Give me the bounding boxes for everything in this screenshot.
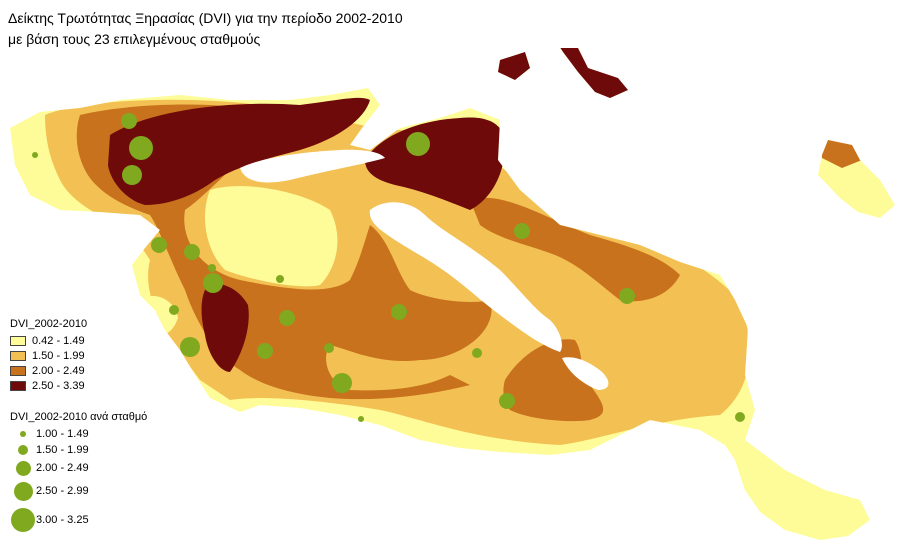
legend-swatch xyxy=(10,365,26,376)
legend-station-item: 2.50 - 2.99 xyxy=(10,478,147,504)
legend-swatch xyxy=(10,380,26,391)
legend-swatch xyxy=(10,335,26,346)
station-size-icon xyxy=(20,431,26,437)
station-size-icon xyxy=(13,481,33,501)
legend-zones-heading: DVI_2002-2010 xyxy=(10,318,88,330)
legend-station-item: 1.50 - 1.99 xyxy=(10,442,147,458)
legend-zone-item: 2.00 - 2.49 xyxy=(10,363,87,378)
legend-station-label: 3.00 - 3.25 xyxy=(36,514,89,526)
legend-zone-item: 2.50 - 3.39 xyxy=(10,378,87,393)
legend-swatch xyxy=(10,350,26,361)
legend-zone-label: 2.00 - 2.49 xyxy=(32,364,85,377)
legend-station-label: 2.00 - 2.49 xyxy=(36,462,89,474)
legend-station-label: 1.50 - 1.99 xyxy=(36,444,89,456)
legend-station-item: 2.00 - 2.49 xyxy=(10,458,147,478)
legend-zones: DVI_2002-2010 0.42 - 1.49 1.50 - 1.99 2.… xyxy=(10,318,87,393)
legend-zone-label: 1.50 - 1.99 xyxy=(32,349,85,362)
station-size-icon xyxy=(15,460,31,476)
legend-station-item: 3.00 - 3.25 xyxy=(10,504,147,536)
title-line-1: Δείκτης Τρωτότητας Ξηρασίας (DVI) για τη… xyxy=(8,10,403,26)
map-title: Δείκτης Τρωτότητας Ξηρασίας (DVI) για τη… xyxy=(8,8,403,50)
legend-zone-item: 1.50 - 1.99 xyxy=(10,348,87,363)
legend-zone-label: 2.50 - 3.39 xyxy=(32,379,85,392)
station-points xyxy=(32,113,745,422)
legend-stations-heading: DVI_2002-2010 ανά σταθμό xyxy=(10,411,148,423)
legend-station-label: 2.50 - 2.99 xyxy=(36,485,89,497)
legend-station-label: 1.00 - 1.49 xyxy=(36,428,89,440)
legend-station-item: 1.00 - 1.49 xyxy=(10,426,147,442)
station-size-icon xyxy=(11,508,35,532)
title-line-2: με βάση τους 23 επιλεγμένους σταθμούς xyxy=(8,31,261,47)
station-size-icon xyxy=(18,445,28,455)
legend-stations: DVI_2002-2010 ανά σταθμό 1.00 - 1.49 1.5… xyxy=(10,411,147,536)
legend-zone-item: 0.42 - 1.49 xyxy=(10,333,87,348)
legend-zone-label: 0.42 - 1.49 xyxy=(32,334,85,347)
